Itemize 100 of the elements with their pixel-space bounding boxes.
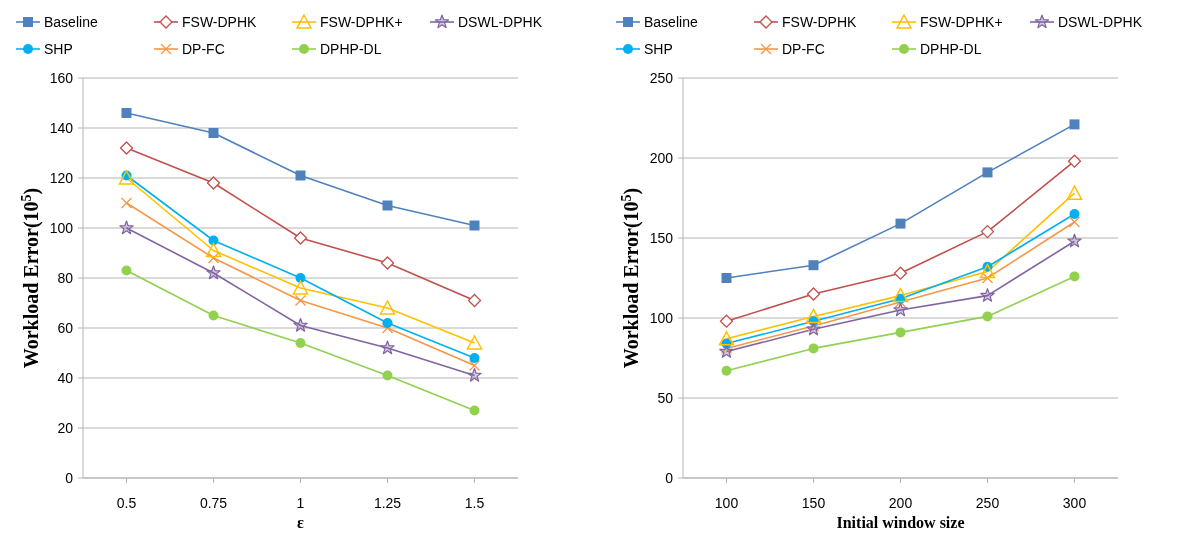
legend-label: DPHP-DL xyxy=(920,41,982,57)
point xyxy=(808,260,819,271)
point xyxy=(721,273,732,283)
legend-label: DSWL-DPHK xyxy=(458,14,543,30)
legend-label: DP-FC xyxy=(782,41,825,57)
y-tick-label: 0 xyxy=(665,470,674,486)
point xyxy=(981,272,994,284)
legend-label: DPHP-DL xyxy=(320,41,382,57)
point xyxy=(806,287,821,301)
point xyxy=(121,265,132,276)
y-tick-label: 50 xyxy=(657,390,674,406)
y-tick-label: 250 xyxy=(649,70,674,86)
point xyxy=(980,224,995,239)
y-tick-label: 160 xyxy=(49,70,74,86)
point xyxy=(293,317,308,332)
point xyxy=(294,294,307,307)
point xyxy=(208,128,219,138)
point xyxy=(295,338,306,348)
point xyxy=(467,367,482,382)
point xyxy=(979,263,996,279)
point xyxy=(892,287,909,303)
point xyxy=(1068,216,1081,228)
y-tick-label: 140 xyxy=(49,120,74,136)
x-axis-title: Initial window size xyxy=(836,514,965,531)
point xyxy=(982,311,993,322)
point xyxy=(121,108,132,118)
legend-label: SHP xyxy=(44,41,73,57)
point xyxy=(380,340,395,355)
x-tick-label: 1.25 xyxy=(373,495,402,511)
point xyxy=(893,266,908,280)
legend-label: DSWL-DPHK xyxy=(1058,14,1143,30)
y-tick-label: 0 xyxy=(65,470,74,486)
point xyxy=(467,293,482,308)
x-tick-label: 1.5 xyxy=(464,495,485,511)
point xyxy=(895,327,906,338)
legend-label: FSW-DPHK+ xyxy=(320,14,403,30)
point xyxy=(382,370,393,381)
point xyxy=(119,141,134,155)
legend-label: DP-FC xyxy=(182,41,225,57)
y-tick-label: 100 xyxy=(49,220,74,236)
point xyxy=(120,197,133,209)
y-tick-label: 80 xyxy=(57,270,74,286)
x-tick-label: 150 xyxy=(801,495,826,511)
point xyxy=(292,280,309,295)
point xyxy=(1069,271,1080,282)
point xyxy=(293,231,308,245)
point xyxy=(1069,119,1080,130)
point xyxy=(719,314,734,328)
point xyxy=(205,242,222,258)
point xyxy=(118,170,135,185)
point xyxy=(208,310,219,321)
point xyxy=(718,331,735,346)
point xyxy=(980,288,995,302)
y-tick-label: 150 xyxy=(649,230,674,246)
point xyxy=(893,302,908,317)
point xyxy=(469,353,480,363)
legend-label: Baseline xyxy=(44,14,98,30)
point xyxy=(206,176,221,190)
point xyxy=(805,308,822,324)
x-tick-label: 200 xyxy=(888,495,913,511)
y-tick-label: 20 xyxy=(57,420,74,436)
legend-label: Baseline xyxy=(644,14,698,30)
y-tick-label: 200 xyxy=(649,150,674,166)
point xyxy=(806,321,821,336)
point xyxy=(469,220,480,231)
x-axis-title: ε xyxy=(297,514,305,531)
point xyxy=(382,318,393,328)
legend-label: SHP xyxy=(644,41,673,57)
point xyxy=(206,265,221,280)
point xyxy=(468,359,481,372)
point xyxy=(1069,209,1080,219)
point xyxy=(469,405,480,416)
x-tick-label: 0.75 xyxy=(199,495,228,511)
point xyxy=(295,170,306,181)
x-tick-label: 100 xyxy=(714,495,739,511)
point xyxy=(382,200,393,211)
point xyxy=(1066,185,1083,200)
point xyxy=(380,256,395,270)
point xyxy=(381,322,394,334)
point xyxy=(808,343,819,354)
y-tick-label: 60 xyxy=(57,320,74,336)
point xyxy=(207,252,220,264)
point xyxy=(379,300,396,315)
legend-label: FSW-DPHK xyxy=(782,14,858,30)
point xyxy=(1067,154,1082,168)
y-tick-label: 100 xyxy=(649,310,674,326)
x-tick-label: 1 xyxy=(296,495,305,511)
point xyxy=(119,220,134,235)
x-tick-label: 250 xyxy=(975,495,1000,511)
legend-label: FSW-DPHK xyxy=(182,14,258,30)
y-tick-label: 40 xyxy=(57,370,74,386)
x-tick-label: 300 xyxy=(1062,495,1087,511)
x-tick-label: 0.5 xyxy=(116,495,137,511)
y-tick-label: 120 xyxy=(49,170,74,186)
legend-label: FSW-DPHK+ xyxy=(920,14,1003,30)
point xyxy=(1067,233,1082,248)
point xyxy=(466,335,483,350)
point xyxy=(982,167,993,178)
point xyxy=(895,218,906,229)
point xyxy=(721,365,732,376)
